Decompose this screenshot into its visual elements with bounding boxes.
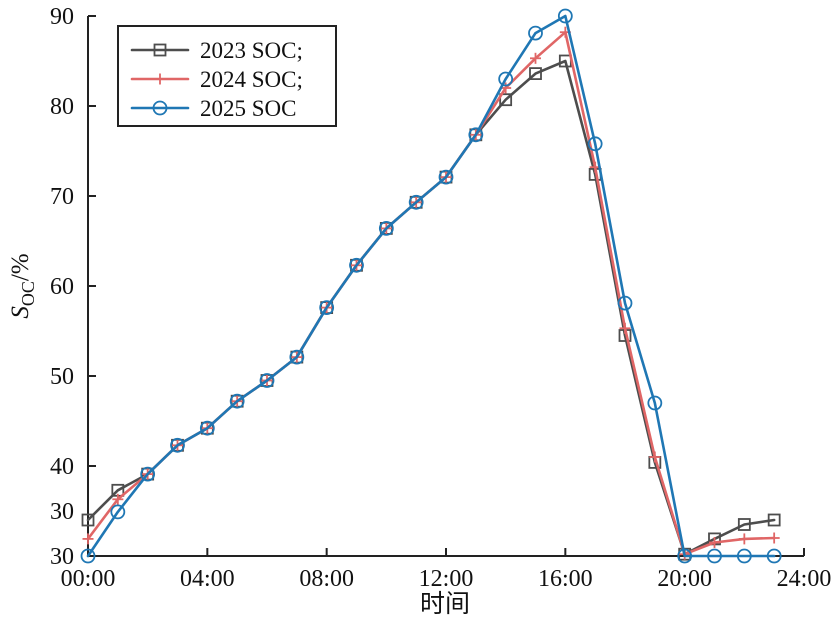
2025-soc-circle-marker xyxy=(319,300,335,316)
y-tick-label: 40 xyxy=(50,454,74,480)
2025-soc-circle-marker xyxy=(259,373,275,388)
legend-entry-3: 2025 SOC xyxy=(130,96,297,121)
2025-soc-circle-marker xyxy=(289,349,305,365)
2025-soc-circle-marker xyxy=(468,127,484,143)
legend-entry-1-square-marker xyxy=(153,43,167,57)
2025-soc-circle-marker xyxy=(408,194,424,210)
legend-layer: 2023 SOC; 2024 SOC; 2025 SOC xyxy=(117,25,337,127)
x-tick-label: 16:00 xyxy=(538,566,593,592)
2025-soc-circle-marker xyxy=(647,395,663,411)
2025-soc-circle-marker xyxy=(766,548,782,564)
y-tick-label: 50 xyxy=(50,364,74,390)
2025-soc-circle-marker xyxy=(736,548,752,564)
2025-soc-circle-marker xyxy=(378,220,394,236)
y-axis-title-suffix: /% xyxy=(7,253,34,281)
2025-soc-circle-marker xyxy=(557,8,573,24)
legend-entry-1-label: 2023 SOC; xyxy=(200,38,303,63)
2025-soc-circle-marker xyxy=(170,437,185,453)
2025-soc-circle-marker xyxy=(587,136,603,152)
2023-soc-square-marker xyxy=(767,513,781,527)
2025-soc-circle-marker xyxy=(349,257,364,273)
2025-soc-circle-marker xyxy=(140,466,156,482)
2023-soc-square-marker xyxy=(737,518,751,531)
y-axis-title: SOC/% xyxy=(7,253,38,318)
x-tick-label: 12:00 xyxy=(419,566,474,592)
series-layer xyxy=(80,8,782,564)
y-tick-label: 60 xyxy=(50,274,74,300)
legend-entry-1: 2023 SOC; xyxy=(130,38,303,63)
2025-soc-circle-marker xyxy=(677,548,693,564)
legend-entry-2: 2024 SOC; xyxy=(130,67,303,92)
2023-soc-square-marker xyxy=(529,67,542,80)
2025-soc-circle-marker xyxy=(438,169,454,185)
x-tick-label: 00:00 xyxy=(61,566,116,592)
2025-soc-circle-marker xyxy=(80,548,96,564)
2025-soc-circle-marker xyxy=(498,71,514,87)
y-tick-label: 30 xyxy=(50,544,74,570)
y-axis-title-main: S xyxy=(7,306,34,319)
x-tick-label: 08:00 xyxy=(299,566,354,592)
2025-soc-circle-marker xyxy=(528,25,543,41)
axes-layer: 00:00 04:00 08:00 12:00 16:00 20:00 24:00 30 40 5… xyxy=(50,4,831,592)
y-tick-label: 80 xyxy=(50,94,74,120)
x-axis-title: 时间 xyxy=(420,590,470,618)
x-tick-label: 20:00 xyxy=(657,566,712,592)
y-tick-label: 90 xyxy=(50,4,74,30)
series-2025-soc xyxy=(80,8,782,564)
legend-entry-3-label: 2025 SOC xyxy=(200,96,297,121)
legend-entry-2-label: 2024 SOC; xyxy=(200,67,303,92)
legend-entry-3-circle-marker xyxy=(152,100,168,116)
2023-soc-square-marker xyxy=(499,93,513,107)
x-tick-label: 24:00 xyxy=(777,566,832,592)
2025-soc-circle-marker xyxy=(110,504,126,520)
y-tick-label: 70 xyxy=(50,184,74,210)
y-tick-label-extra: 30 xyxy=(50,499,74,525)
2025-soc-circle-marker xyxy=(199,420,215,436)
2023-soc-square-marker xyxy=(81,513,95,527)
2025-soc-circle-marker xyxy=(707,548,722,564)
2025-soc-circle-marker xyxy=(229,393,245,409)
2025-soc-circle-marker xyxy=(617,295,633,311)
y-axis-title-subscript: OC xyxy=(18,281,38,306)
x-tick-label: 04:00 xyxy=(180,566,235,592)
